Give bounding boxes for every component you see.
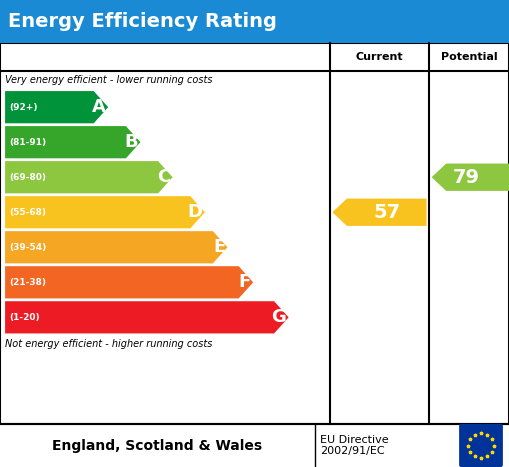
Text: Current: Current xyxy=(356,52,403,62)
Text: (69-80): (69-80) xyxy=(9,173,46,182)
Text: C: C xyxy=(157,168,171,186)
Text: Energy Efficiency Rating: Energy Efficiency Rating xyxy=(8,12,276,31)
Polygon shape xyxy=(332,198,427,226)
Text: A: A xyxy=(92,98,106,116)
Text: B: B xyxy=(125,133,138,151)
Text: F: F xyxy=(239,273,251,291)
Text: (39-54): (39-54) xyxy=(9,243,46,252)
Text: (1-20): (1-20) xyxy=(9,313,40,322)
Text: E: E xyxy=(213,238,225,256)
Text: Very energy efficient - lower running costs: Very energy efficient - lower running co… xyxy=(5,75,213,85)
Text: Not energy efficient - higher running costs: Not energy efficient - higher running co… xyxy=(5,339,212,349)
Text: G: G xyxy=(272,308,287,326)
Text: EU Directive
2002/91/EC: EU Directive 2002/91/EC xyxy=(320,435,388,456)
Text: England, Scotland & Wales: England, Scotland & Wales xyxy=(52,439,262,453)
Polygon shape xyxy=(5,266,253,298)
FancyBboxPatch shape xyxy=(459,424,503,467)
Polygon shape xyxy=(5,196,205,228)
Bar xyxy=(0,0,509,43)
Text: (92+): (92+) xyxy=(9,103,38,112)
Text: D: D xyxy=(188,203,203,221)
Polygon shape xyxy=(432,163,509,191)
Polygon shape xyxy=(5,91,108,123)
Text: (55-68): (55-68) xyxy=(9,208,46,217)
Text: Potential: Potential xyxy=(441,52,497,62)
Text: (21-38): (21-38) xyxy=(9,278,46,287)
Text: (81-91): (81-91) xyxy=(9,138,46,147)
Text: 79: 79 xyxy=(453,168,480,187)
Bar xyxy=(0,43,509,424)
Polygon shape xyxy=(5,231,228,263)
Text: 57: 57 xyxy=(373,203,400,222)
Polygon shape xyxy=(5,126,140,158)
Polygon shape xyxy=(5,301,289,333)
Polygon shape xyxy=(5,161,173,193)
